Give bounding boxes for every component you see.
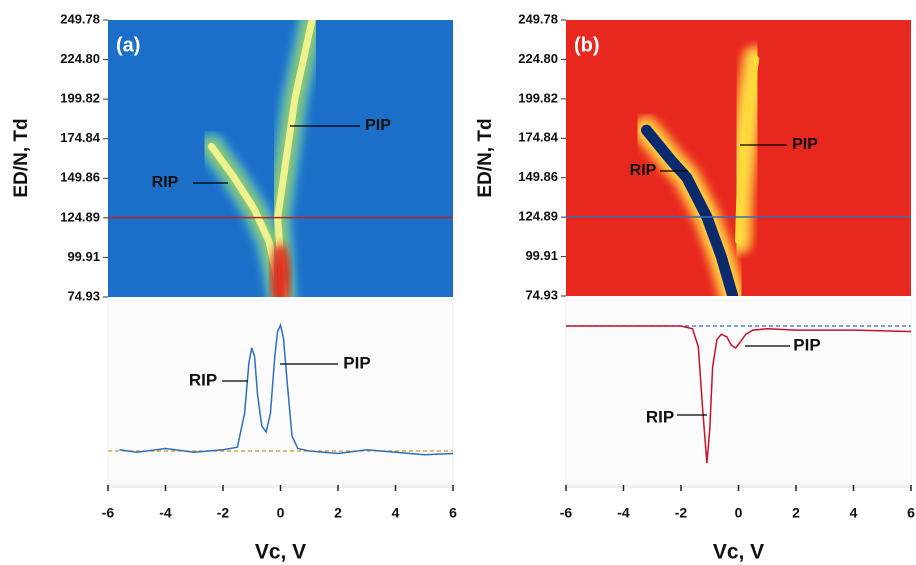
annotation: RIP [152,174,179,191]
y-axis-label: ED/N, Td [11,118,32,197]
y-tick-label: 174.84 [60,130,101,145]
annotation: RIP [630,162,657,179]
x-tick-label: -4 [159,505,172,521]
y-tick-label: 224.80 [518,51,558,66]
y-tick-label: 149.86 [518,169,558,184]
x-tick-label: -2 [675,505,688,521]
x-tick-label: 6 [907,505,915,521]
ridge [641,124,739,296]
y-tick-label: 249.78 [518,11,558,26]
spectrum-line [119,322,453,456]
x-tick-label: -4 [617,505,630,521]
y-tick-label: 74.93 [525,287,558,302]
y-tick-label: 199.82 [60,91,100,106]
x-tick-label: 6 [449,505,457,521]
plot-background [565,299,912,486]
spectrum-line [566,325,911,464]
plot-background [107,299,454,486]
y-tick-label: 224.80 [60,51,100,66]
y-tick-label: 124.89 [518,209,558,224]
annotation: PIP [792,136,818,153]
x-tick-label: 4 [392,505,400,521]
y-tick-label: 249.78 [60,11,100,26]
panel-label: (a) [116,34,140,56]
x-tick-label: -2 [217,505,230,521]
y-tick-label: 199.82 [518,90,558,105]
y-tick-label: 174.84 [518,130,559,145]
ridge [735,55,760,245]
heatmap-layer [196,20,328,297]
y-tick-label: 99.91 [525,248,558,263]
x-tick-label: 4 [850,505,858,521]
x-tick-label: 0 [735,505,743,521]
annotation: PIP [343,353,370,372]
x-tick-label: 2 [334,505,342,521]
y-tick-label: 74.93 [67,288,100,303]
heatmap-layer [631,44,771,296]
x-axis-label: Vc, V [713,541,764,564]
annotation: RIP [189,370,217,389]
hot-spot [270,243,291,297]
plot-layer [108,322,453,456]
x-tick-label: -6 [560,505,573,521]
y-tick-label: 149.86 [60,170,100,185]
y-tick-label: 99.91 [67,249,100,264]
plot-layer [566,325,911,464]
x-tick-label: 0 [277,505,285,521]
y-tick-label: 124.89 [60,209,100,224]
y-axis-label: ED/N, Td [475,118,496,197]
annotation: PIP [793,335,820,354]
x-axis-label: Vc, V [255,541,306,564]
x-tick-label: -6 [102,505,115,521]
annotation: PIP [365,117,391,134]
annotation: RIP [646,407,674,426]
x-tick-label: 2 [792,505,800,521]
panel-label: (b) [574,34,600,56]
